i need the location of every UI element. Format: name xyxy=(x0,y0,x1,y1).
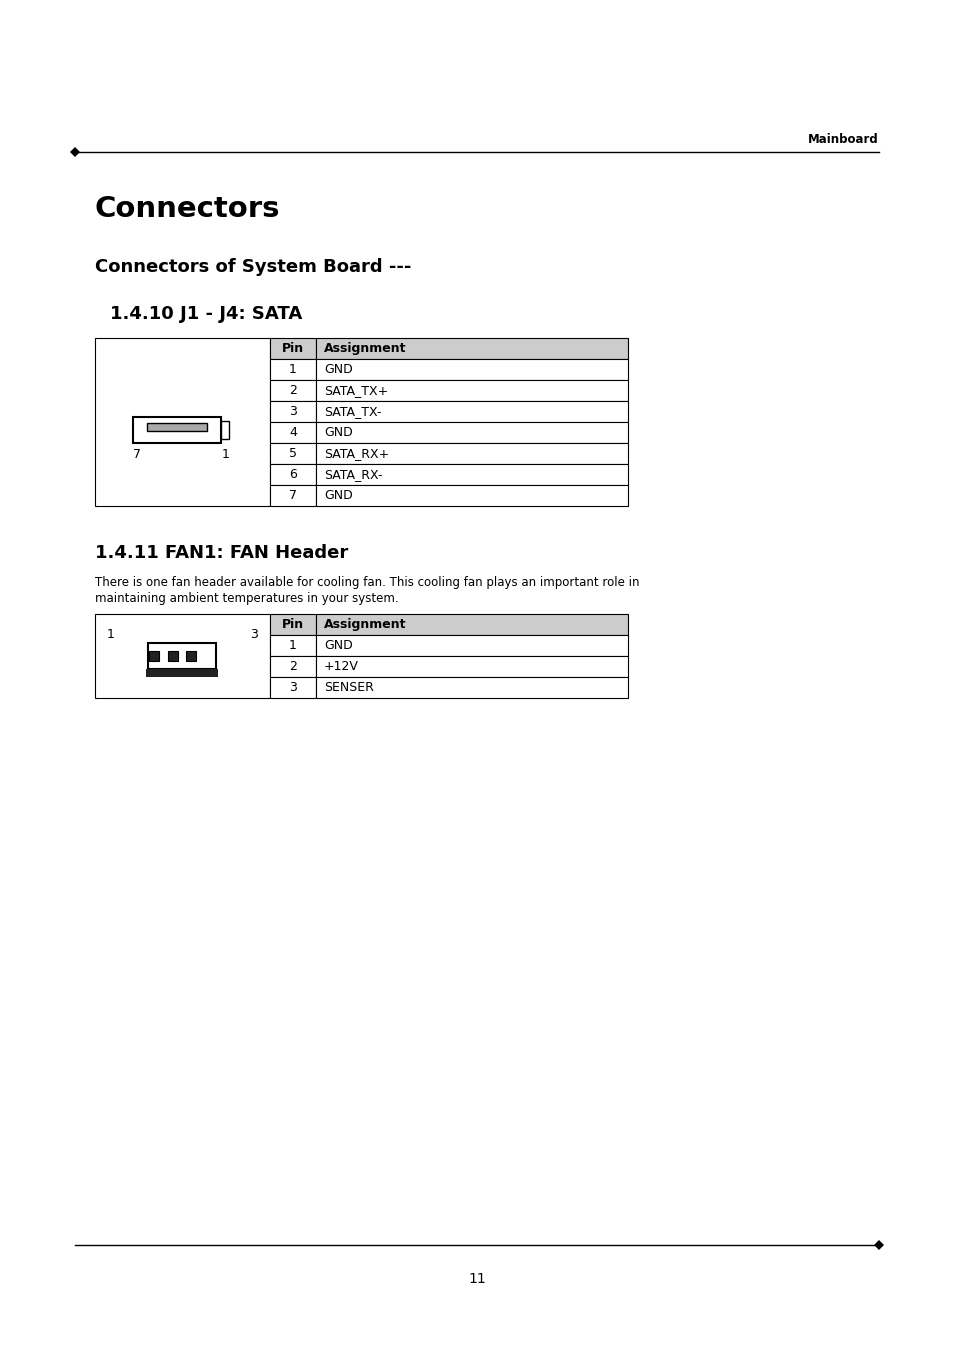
Bar xyxy=(315,657,627,677)
Bar xyxy=(186,651,195,661)
Text: Connectors: Connectors xyxy=(95,195,280,223)
Text: +12V: +12V xyxy=(324,661,358,673)
Text: 11: 11 xyxy=(468,1273,485,1286)
Text: 1: 1 xyxy=(289,363,296,376)
Text: 2: 2 xyxy=(289,661,296,673)
Text: Pin: Pin xyxy=(282,342,304,355)
Bar xyxy=(270,463,315,485)
Bar xyxy=(150,651,159,661)
Text: Mainboard: Mainboard xyxy=(807,132,878,146)
Text: 2: 2 xyxy=(289,384,296,397)
Bar xyxy=(315,463,627,485)
Bar xyxy=(149,643,216,669)
Bar xyxy=(270,677,315,698)
Bar xyxy=(315,401,627,422)
Bar xyxy=(315,635,627,657)
Bar xyxy=(315,422,627,443)
Text: 3: 3 xyxy=(289,681,296,694)
Text: maintaining ambient temperatures in your system.: maintaining ambient temperatures in your… xyxy=(95,592,398,605)
Bar xyxy=(168,651,177,661)
Text: 1.4.11 FAN1: FAN Header: 1.4.11 FAN1: FAN Header xyxy=(95,544,348,562)
Text: 4: 4 xyxy=(289,426,296,439)
Text: GND: GND xyxy=(324,426,353,439)
Bar xyxy=(270,635,315,657)
Text: There is one fan header available for cooling fan. This cooling fan plays an imp: There is one fan header available for co… xyxy=(95,576,639,589)
Bar xyxy=(315,485,627,507)
Bar xyxy=(270,401,315,422)
Text: 5: 5 xyxy=(289,447,296,459)
Text: Connectors of System Board ---: Connectors of System Board --- xyxy=(95,258,411,276)
Text: SATA_RX+: SATA_RX+ xyxy=(324,447,389,459)
Bar xyxy=(270,613,315,635)
Bar xyxy=(270,422,315,443)
Bar xyxy=(270,485,315,507)
Text: 1: 1 xyxy=(221,449,230,462)
Bar xyxy=(147,669,218,677)
Bar xyxy=(315,380,627,401)
Text: GND: GND xyxy=(324,363,353,376)
Bar xyxy=(270,443,315,463)
Text: 7: 7 xyxy=(289,489,296,503)
Bar xyxy=(315,359,627,380)
Text: Assignment: Assignment xyxy=(324,342,406,355)
Text: Pin: Pin xyxy=(282,617,304,631)
Text: 1.4.10 J1 - J4: SATA: 1.4.10 J1 - J4: SATA xyxy=(110,305,302,323)
Bar xyxy=(315,338,627,359)
Polygon shape xyxy=(221,422,230,439)
Text: GND: GND xyxy=(324,639,353,653)
Bar xyxy=(95,613,270,698)
Bar xyxy=(148,423,208,431)
Text: Assignment: Assignment xyxy=(324,617,406,631)
Bar xyxy=(133,417,221,443)
Bar xyxy=(315,613,627,635)
Bar xyxy=(270,380,315,401)
Text: 7: 7 xyxy=(133,449,141,462)
Text: 6: 6 xyxy=(289,467,296,481)
Text: SENSER: SENSER xyxy=(324,681,374,694)
Bar xyxy=(95,338,270,507)
Text: 3: 3 xyxy=(250,628,257,640)
Text: GND: GND xyxy=(324,489,353,503)
Text: 1: 1 xyxy=(107,628,114,640)
Bar xyxy=(315,677,627,698)
Bar xyxy=(270,657,315,677)
Text: 3: 3 xyxy=(289,405,296,417)
Text: 1: 1 xyxy=(289,639,296,653)
Text: SATA_RX-: SATA_RX- xyxy=(324,467,382,481)
Bar xyxy=(315,443,627,463)
Text: SATA_TX+: SATA_TX+ xyxy=(324,384,388,397)
Bar xyxy=(270,359,315,380)
Bar xyxy=(270,338,315,359)
Text: SATA_TX-: SATA_TX- xyxy=(324,405,381,417)
